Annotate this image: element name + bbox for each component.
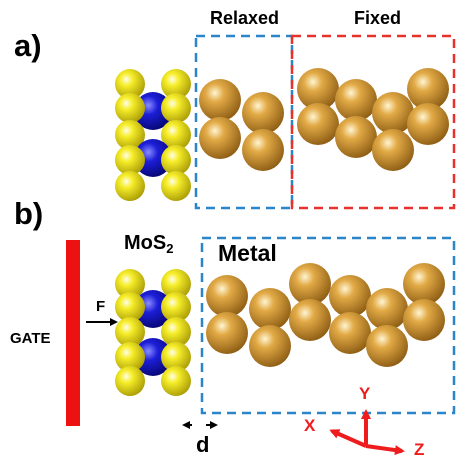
metal-slab-a [199, 68, 449, 171]
mos2-label-subscript: 2 [166, 241, 174, 256]
metal-region-box [200, 236, 456, 415]
gate-label: GATE [10, 330, 51, 347]
axis-z-label: Z [414, 440, 425, 459]
metal-label: Metal [218, 240, 277, 266]
axis-y-label: Y [359, 384, 371, 403]
fixed-region-box [290, 34, 456, 210]
mos2-layer-a [115, 69, 191, 201]
axis-x-label: X [304, 416, 316, 435]
force-label: F [96, 298, 106, 315]
metal-slab-b [206, 263, 445, 367]
panel-a-label: a) [14, 28, 42, 63]
mos2-label: MoS2 [124, 232, 174, 256]
axis-z-arrow [365, 444, 405, 455]
relaxed-label: Relaxed [210, 8, 280, 28]
relaxed-region-box [194, 34, 294, 210]
distance-label: d [196, 432, 210, 457]
panel-b-label: b) [14, 196, 44, 231]
mos2-layer-b [115, 269, 191, 396]
fixed-label: Fixed [354, 8, 402, 28]
mos2-label-main: MoS [124, 232, 167, 254]
coordinate-axes [329, 409, 405, 455]
gate-electrode [66, 240, 80, 426]
axis-x-arrow [329, 429, 367, 448]
